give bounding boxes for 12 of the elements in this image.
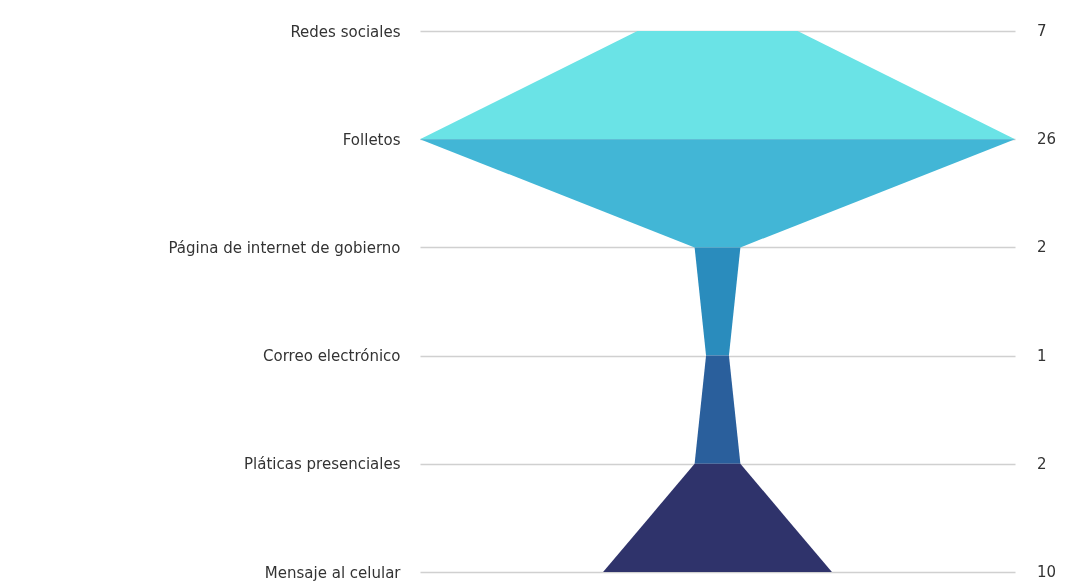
category-label: Correo electrónico bbox=[263, 347, 401, 366]
data-label: 26 bbox=[1037, 130, 1057, 149]
category-label: Mensaje al celular bbox=[264, 563, 402, 582]
category-label: Pláticas presenciales bbox=[244, 455, 401, 474]
data-label: 10 bbox=[1037, 563, 1057, 581]
data-label: 2 bbox=[1037, 238, 1047, 257]
category-label: Folletos bbox=[342, 130, 401, 149]
category-label: Página de internet de gobierno bbox=[168, 238, 401, 257]
data-label: 1 bbox=[1037, 346, 1047, 365]
data-label: 2 bbox=[1037, 454, 1047, 473]
data-label: 7 bbox=[1037, 22, 1047, 40]
category-label: Redes sociales bbox=[290, 22, 401, 41]
